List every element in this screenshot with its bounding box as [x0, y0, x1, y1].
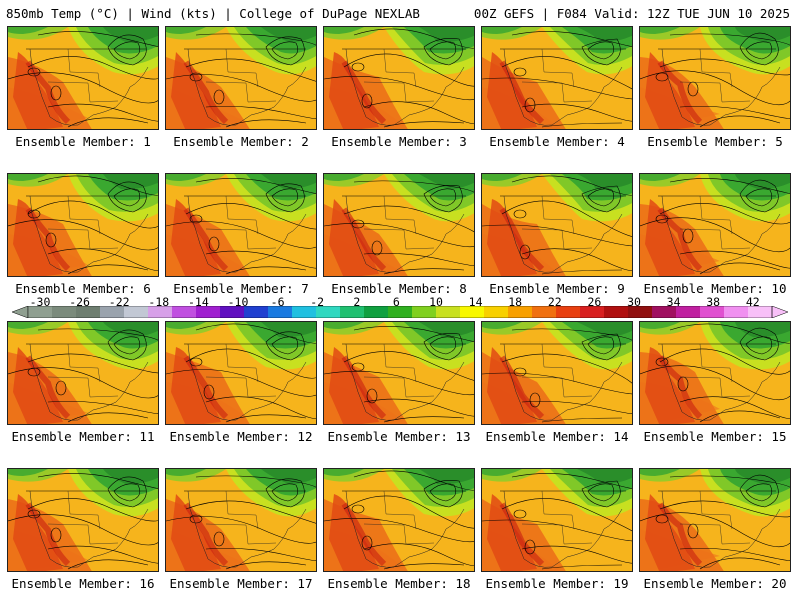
colorbar-tick-label: -2: [310, 295, 325, 309]
ensemble-map-panel: [7, 321, 159, 425]
colorbar-tick-label: -26: [69, 295, 90, 309]
colorbar-tick-label: 14: [468, 295, 483, 309]
colorbar-segment: [748, 306, 773, 318]
ensemble-member-label: Ensemble Member: 8: [331, 281, 467, 296]
colorbar-segment: [268, 306, 293, 318]
colorbar-tick-label: -10: [227, 295, 249, 309]
colorbar-segment: [388, 306, 413, 318]
colorbar-tick-label: 30: [627, 295, 641, 309]
colorbar-segment: [316, 306, 341, 318]
colorbar-segment: [100, 306, 125, 318]
ensemble-member-label: Ensemble Member: 14: [485, 429, 629, 444]
colorbar-arrow-left: [12, 306, 29, 318]
ensemble-map-panel: [481, 321, 633, 425]
ensemble-member-label: Ensemble Member: 11: [11, 429, 155, 444]
ensemble-member-label: Ensemble Member: 15: [643, 429, 787, 444]
colorbar-segment: [556, 306, 581, 318]
colorbar-segment: [28, 306, 53, 318]
colorbar-segment: [532, 306, 557, 318]
colorbar-segment: [652, 306, 677, 318]
colorbar-segment: [412, 306, 437, 318]
ensemble-member-label: Ensemble Member: 4: [489, 134, 625, 149]
colorbar-segment: [220, 306, 245, 318]
ensemble-member-label: Ensemble Member: 17: [169, 576, 313, 591]
colorbar-segment: [148, 306, 173, 318]
colorbar-segment: [724, 306, 749, 318]
colorbar-tick-label: 34: [666, 295, 681, 309]
ensemble-map-panel: [7, 468, 159, 572]
temperature-colorbar: [12, 306, 788, 318]
colorbar-segment: [292, 306, 317, 318]
ensemble-map-panel: [165, 173, 317, 277]
colorbar-segment: [52, 306, 77, 318]
colorbar-segment: [172, 306, 197, 318]
colorbar-tick-label: -30: [29, 295, 51, 309]
colorbar-tick-label: 26: [587, 295, 602, 309]
ensemble-member-label: Ensemble Member: 9: [489, 281, 625, 296]
ensemble-member-label: Ensemble Member: 5: [647, 134, 783, 149]
colorbar-segment: [628, 306, 653, 318]
colorbar-tick-label: 6: [392, 295, 400, 309]
ensemble-map-panel: [481, 26, 633, 130]
ensemble-member-label: Ensemble Member: 1: [15, 134, 151, 149]
colorbar-tick-label: 38: [706, 295, 721, 309]
ensemble-member-label: Ensemble Member: 2: [173, 134, 309, 149]
colorbar-segment: [700, 306, 725, 318]
header-valid-time: 00Z GEFS | F084 Valid: 12Z TUE JUN 10 20…: [473, 6, 790, 21]
ensemble-map-panel: [481, 173, 633, 277]
ensemble-map-panel: [165, 26, 317, 130]
colorbar-segment: [124, 306, 149, 318]
ensemble-member-label: Ensemble Member: 10: [643, 281, 787, 296]
colorbar-segment: [76, 306, 101, 318]
ensemble-member-label: Ensemble Member: 16: [11, 576, 155, 591]
colorbar-tick-label: 42: [745, 295, 760, 309]
colorbar-tick-label: -22: [108, 295, 130, 309]
colorbar-segment: [460, 306, 485, 318]
colorbar-tick-label: 2: [353, 295, 361, 309]
colorbar-tick-label: -6: [270, 295, 285, 309]
ensemble-map-panel: [639, 468, 791, 572]
ensemble-map-panel: [323, 321, 475, 425]
colorbar-segment: [676, 306, 701, 318]
ensemble-member-label: Ensemble Member: 20: [643, 576, 787, 591]
colorbar-segment: [436, 306, 461, 318]
colorbar-tick-label: 18: [508, 295, 523, 309]
ensemble-map-panel: [323, 26, 475, 130]
colorbar-arrow-right: [771, 306, 788, 318]
ensemble-member-label: Ensemble Member: 19: [485, 576, 629, 591]
colorbar-segment: [604, 306, 629, 318]
ensemble-member-label: Ensemble Member: 6: [15, 281, 151, 296]
colorbar-segment: [484, 306, 509, 318]
ensemble-map-panel: [639, 173, 791, 277]
ensemble-member-label: Ensemble Member: 7: [173, 281, 309, 296]
colorbar-tick-label: 22: [547, 295, 562, 309]
ensemble-map-panel: [7, 173, 159, 277]
colorbar-tick-label: -14: [188, 295, 209, 309]
colorbar-segment: [244, 306, 269, 318]
ensemble-member-label: Ensemble Member: 12: [169, 429, 313, 444]
ensemble-map-panel: [323, 173, 475, 277]
ensemble-map-panel: [7, 26, 159, 130]
ensemble-map-panel: [639, 26, 791, 130]
colorbar-segment: [508, 306, 533, 318]
ensemble-map-panel: [323, 468, 475, 572]
header-title: 850mb Temp (°C) | Wind (kts) | College o…: [6, 6, 420, 21]
ensemble-map-panel: [481, 468, 633, 572]
ensemble-member-label: Ensemble Member: 3: [331, 134, 467, 149]
colorbar-segment: [340, 306, 365, 318]
ensemble-member-label: Ensemble Member: 13: [327, 429, 471, 444]
colorbar-tick-label: 10: [429, 295, 443, 309]
ensemble-member-label: Ensemble Member: 18: [327, 576, 471, 591]
colorbar-segment: [364, 306, 389, 318]
colorbar-segment: [580, 306, 605, 318]
ensemble-map-panel: [165, 321, 317, 425]
ensemble-map-panel: [165, 468, 317, 572]
ensemble-map-panel: [639, 321, 791, 425]
colorbar-tick-label: -18: [148, 295, 170, 309]
colorbar-segment: [196, 306, 221, 318]
